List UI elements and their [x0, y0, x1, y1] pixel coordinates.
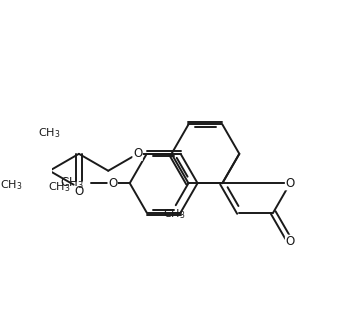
Text: CH$_3$: CH$_3$: [163, 207, 185, 221]
Text: O: O: [286, 177, 295, 190]
Text: O: O: [285, 235, 295, 248]
Text: O: O: [133, 147, 142, 160]
Text: O: O: [108, 177, 117, 190]
Text: CH$_3$: CH$_3$: [48, 181, 71, 194]
Text: CH$_3$: CH$_3$: [0, 178, 23, 192]
Text: CH$_3$: CH$_3$: [60, 176, 84, 191]
Text: O: O: [74, 185, 83, 198]
Text: CH$_3$: CH$_3$: [38, 126, 61, 140]
